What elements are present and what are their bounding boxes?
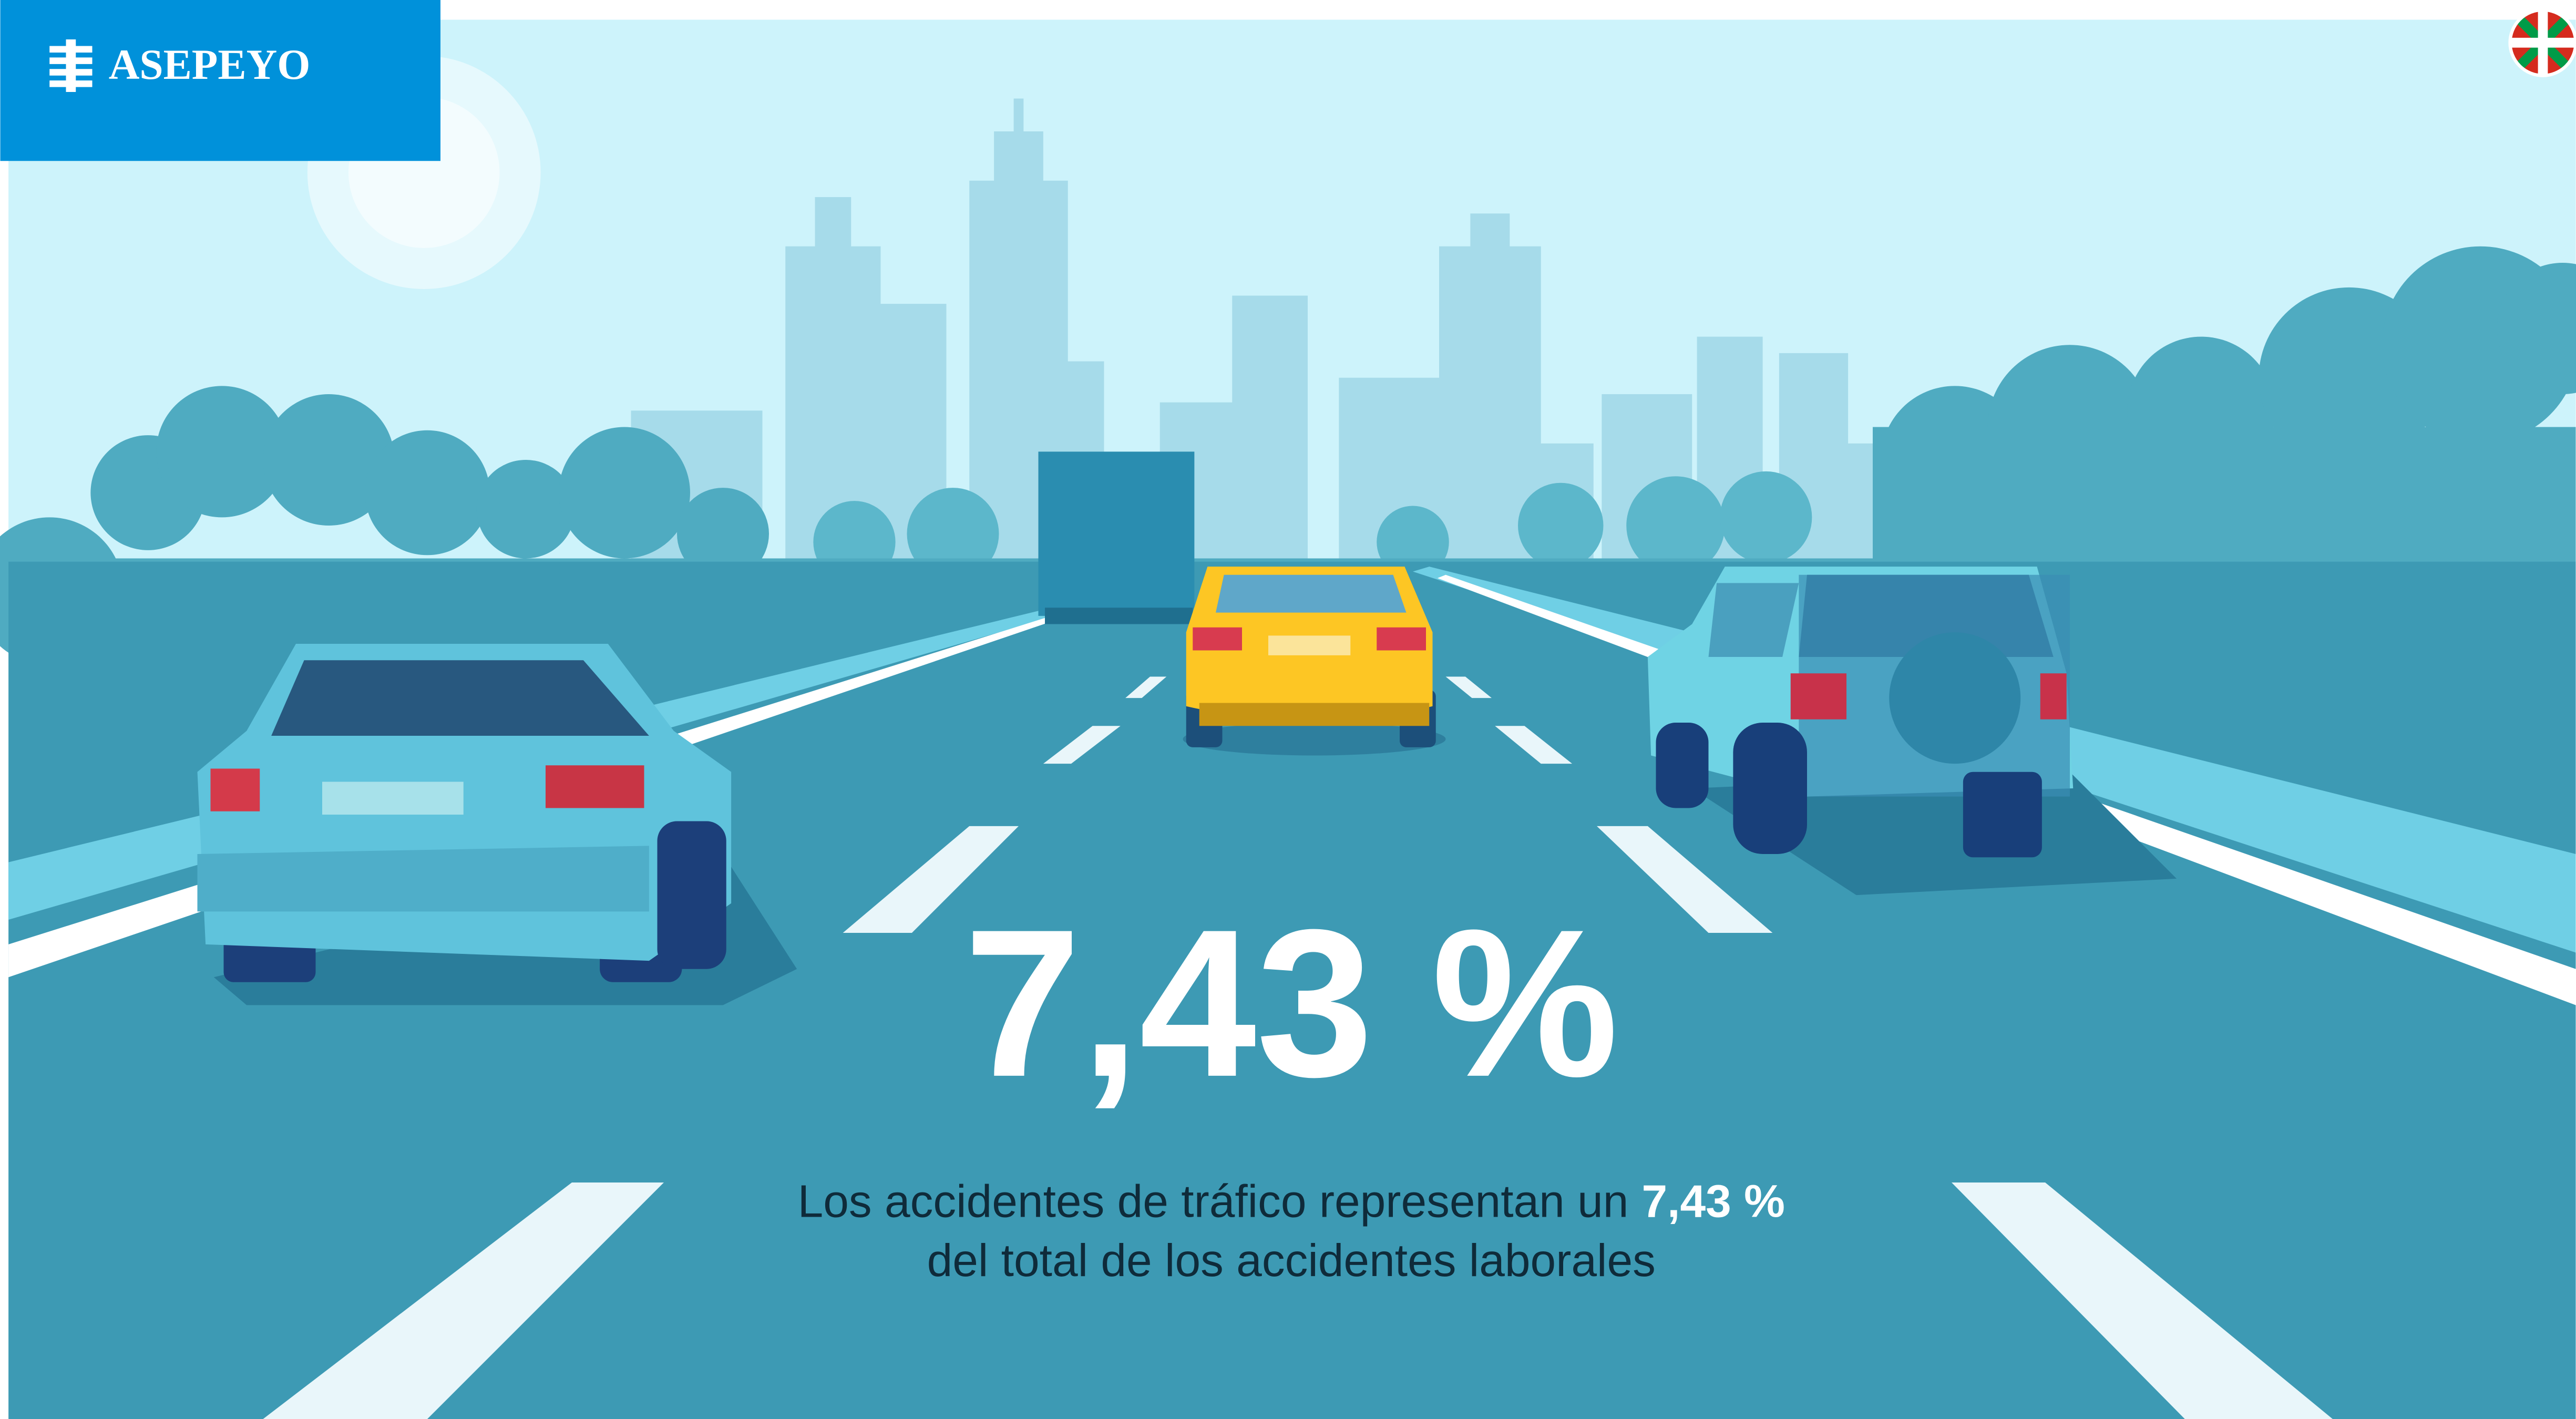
- logo[interactable]: ASEPEYO: [1, 0, 441, 161]
- yellow-car: [1183, 567, 1446, 755]
- caption-highlight: 7,43 %: [1641, 1176, 1784, 1227]
- infographic: 7,43 % Los accidentes de tráfico represe…: [0, 0, 2576, 1419]
- caption-text: Los accidentes de tráfico representan un: [798, 1176, 1629, 1227]
- logo-text: ASEPEYO: [109, 41, 311, 88]
- page: 7,43 % Los accidentes de tráfico represe…: [0, 0, 2576, 1419]
- stat-value: 7,43 %: [964, 886, 1618, 1120]
- truck: [1039, 451, 1195, 624]
- stat-caption-line2: del total de los accidentes laborales: [927, 1235, 1656, 1286]
